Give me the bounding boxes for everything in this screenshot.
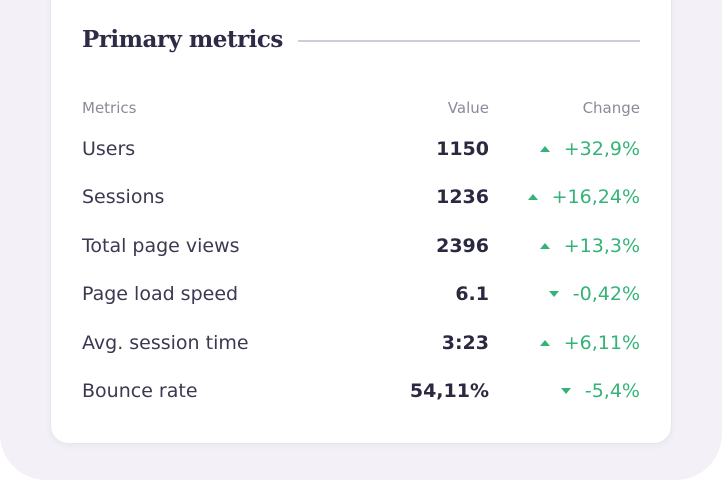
metric-name: Avg. session time	[82, 331, 249, 354]
card	[50, 0, 672, 444]
metric-change: +16,24%	[527, 186, 640, 209]
metric-value: 54,11%	[409, 380, 489, 402]
header-cell: Change	[582, 99, 640, 117]
divider	[298, 40, 640, 42]
metric-change: -0,42%	[548, 283, 640, 306]
header-cell: Value	[447, 99, 489, 117]
metric-name: Users	[82, 138, 136, 160]
trend-icon	[560, 388, 571, 394]
trend-icon	[548, 291, 559, 298]
metric-change: +32,9%	[539, 138, 640, 160]
metric-change: -5,4%	[560, 380, 640, 402]
metric-name: Sessions	[82, 186, 165, 209]
change-text: -5,4%	[584, 380, 640, 402]
change-text: +13,3%	[563, 234, 640, 257]
change-text: +16,24%	[551, 186, 640, 209]
metric-name: Total page views	[82, 234, 240, 257]
card-title: Primary metrics	[82, 26, 283, 53]
metric-name: Bounce rate	[82, 380, 198, 402]
header-cell: Metrics	[82, 99, 137, 117]
trend-icon	[539, 146, 550, 152]
change-text: +6,11%	[563, 331, 640, 354]
trend-icon	[539, 339, 550, 346]
metric-value: 1150	[436, 138, 489, 160]
trend-icon	[539, 242, 550, 249]
trend-icon	[527, 194, 538, 201]
metric-value: 6.1	[455, 283, 489, 306]
metric-name: Page load speed	[82, 283, 239, 306]
change-text: -0,42%	[572, 283, 640, 306]
metric-value: 2396	[436, 234, 489, 257]
metric-value: 1236	[436, 186, 489, 209]
metric-change: +13,3%	[539, 234, 640, 257]
metric-value: 3:23	[441, 331, 489, 354]
metric-change: +6,11%	[539, 331, 640, 354]
change-text: +32,9%	[563, 138, 640, 160]
